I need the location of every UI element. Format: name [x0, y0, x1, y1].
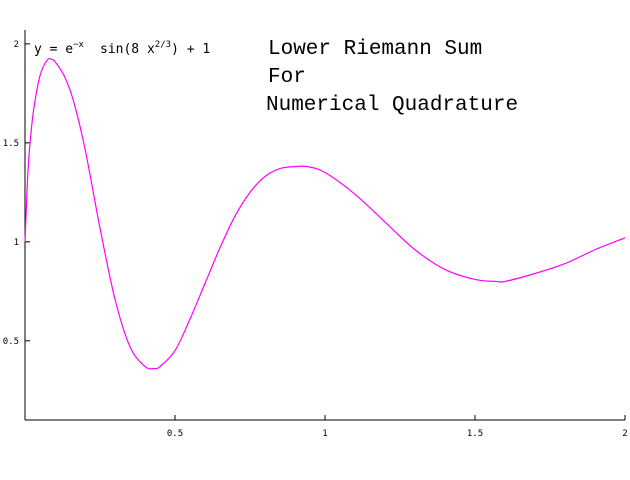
formula-tail: ) + 1	[171, 42, 210, 57]
y-tick-label: 0.5	[3, 337, 19, 347]
series-layer	[24, 57, 626, 370]
y-tick-label: 1	[14, 238, 19, 248]
title-line-1: Lower Riemann Sum	[268, 38, 482, 61]
formula-sine: sin(8 x	[100, 42, 155, 57]
tick-marks	[25, 43, 626, 420]
x-tick-label: 1.5	[467, 429, 483, 439]
chart-title: Lower Riemann Sum For Numerical Quadratu…	[266, 38, 518, 117]
x-tick-label: 0.5	[167, 429, 183, 439]
formula-label: y = e−x sin(8 x2/3) + 1	[34, 40, 210, 57]
x-tick-label: 1	[322, 429, 327, 439]
y-tick-label: 2	[14, 40, 19, 50]
series-line	[24, 57, 626, 370]
x-tick-label: 2	[622, 429, 627, 439]
formula-exponent-1: −x	[73, 40, 84, 50]
title-line-2: For	[268, 66, 306, 89]
axes	[24, 30, 625, 421]
y-tick-label: 1.5	[3, 139, 19, 149]
formula-lhs: y = e	[34, 42, 73, 57]
tick-labels: 0.5 1 1.5 2 0.5 1 1.5 2	[3, 40, 628, 439]
title-line-3: Numerical Quadrature	[266, 94, 518, 117]
formula-exponent-2: 2/3	[155, 40, 171, 50]
